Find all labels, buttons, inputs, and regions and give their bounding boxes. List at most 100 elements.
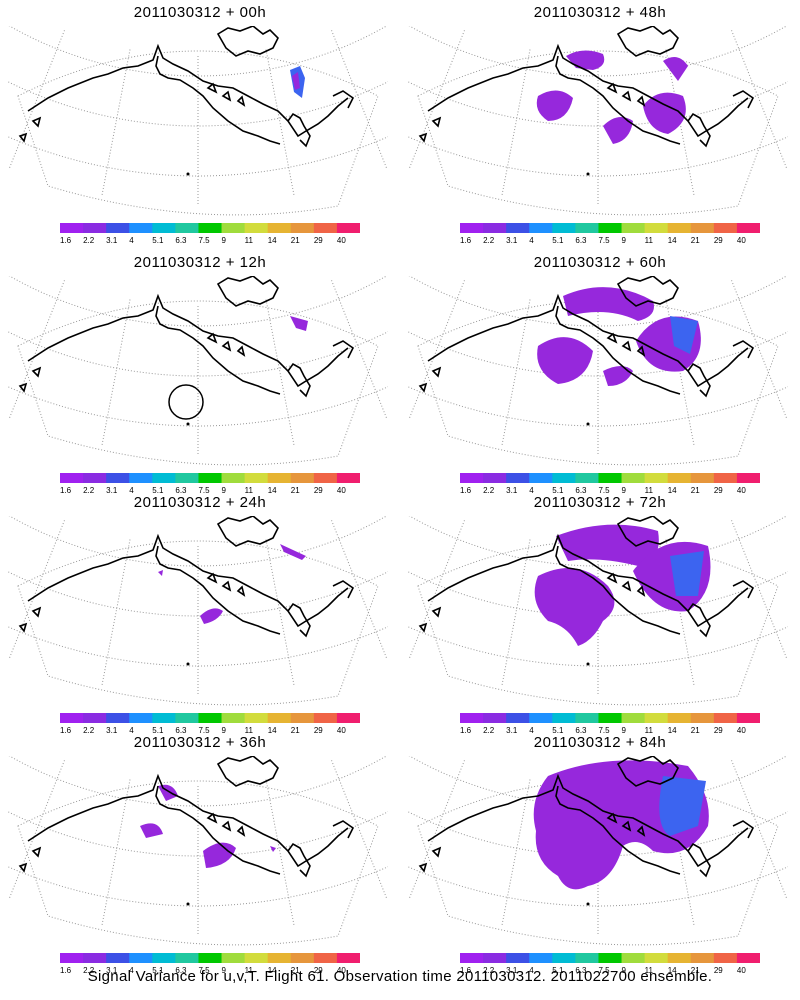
colorbar-swatch	[667, 223, 692, 233]
colorbar-tick-label: 3.1	[106, 236, 118, 245]
coastline	[206, 812, 218, 824]
colorbar-labels: 1.6 2.2 3.1 4 5.1 6.3 7.5 9 11 14 21 29 40	[460, 236, 760, 246]
colorbar-tick-label: 21	[690, 966, 700, 975]
signal-variance-area	[280, 544, 306, 560]
colorbar-tick-label: 6.3	[575, 486, 587, 495]
colorbar	[60, 953, 360, 963]
colorbar-tick-label: 2.2	[483, 236, 495, 245]
colorbar-swatch	[506, 953, 530, 963]
colorbar-swatch	[621, 223, 646, 233]
observation-circle	[168, 384, 204, 420]
colorbar-swatch	[152, 953, 176, 963]
colorbar-tick-label: 3.1	[506, 486, 518, 495]
colorbar-swatch	[621, 473, 646, 483]
coastline	[606, 812, 618, 824]
coastline	[206, 332, 218, 344]
map-boundary	[417, 780, 779, 946]
colorbar-tick-label: 1.6	[460, 486, 472, 495]
colorbar-swatch	[690, 223, 715, 233]
polar-map	[408, 756, 788, 946]
panel-title: 2011030312 + 24h	[133, 494, 267, 511]
colorbar-tick-label: 29	[313, 966, 323, 975]
colorbar-tick-label: 7.5	[598, 236, 610, 245]
colorbar-tick-label: 21	[690, 236, 700, 245]
island-marker	[186, 902, 190, 906]
colorbar-swatch	[460, 953, 484, 963]
island-marker	[586, 662, 590, 666]
panel-title: 2011030312 + 00h	[133, 4, 267, 21]
panel-title: 2011030312 + 36h	[133, 734, 267, 751]
signal-variance-area	[140, 823, 163, 838]
colorbar-tick-label: 11	[244, 236, 253, 245]
coastline	[431, 846, 442, 858]
signal-variance-area	[566, 50, 605, 70]
map-boundary	[417, 540, 779, 706]
colorbar-swatch	[221, 953, 246, 963]
colorbar-swatch	[667, 713, 692, 723]
coastline	[206, 82, 218, 94]
colorbar-tick-label: 1.6	[60, 966, 72, 975]
colorbar-swatch	[290, 473, 315, 483]
colorbar-swatch	[483, 223, 507, 233]
colorbar-labels: 1.6 2.2 3.1 4 5.1 6.3 7.5 9 11 14 21 29 40	[60, 236, 360, 246]
colorbar-tick-label: 2.2	[483, 966, 495, 975]
coastline	[616, 276, 679, 307]
map-boundary	[17, 300, 379, 466]
colorbar-tick-label: 14	[667, 966, 677, 975]
colorbar-swatch	[221, 223, 246, 233]
coastline	[221, 820, 232, 832]
meridian-gridline	[731, 30, 788, 170]
colorbar-tick-label: 21	[690, 726, 700, 735]
coastline	[27, 533, 349, 628]
colorbar-swatch	[713, 953, 738, 963]
coastline	[287, 362, 311, 398]
colorbar-labels: 1.6 2.2 3.1 4 5.1 6.3 7.5 9 11 14 21 29 40	[60, 966, 360, 976]
colorbar-swatch	[483, 473, 507, 483]
colorbar-tick-label: 2.2	[83, 486, 95, 495]
colorbar-swatch	[483, 713, 507, 723]
coastline	[18, 132, 28, 143]
colorbar-swatch	[106, 473, 130, 483]
coastline	[236, 95, 246, 107]
island-marker	[186, 422, 190, 426]
colorbar-swatch	[175, 223, 199, 233]
colorbar-swatch	[83, 713, 107, 723]
coastline	[621, 820, 632, 832]
map-panel-48h: 2011030312 + 48h 1.6 2.2 3.1 4 5.1 6.3 7.5 9 11 14…	[400, 0, 800, 250]
colorbar-tick-label: 40	[736, 486, 746, 495]
colorbar-tick-label: 9	[221, 486, 226, 495]
colorbar-tick-label: 1.6	[60, 236, 72, 245]
colorbar-swatch	[152, 223, 176, 233]
colorbar-tick-label: 4	[529, 726, 534, 735]
colorbar-swatch	[313, 713, 338, 723]
coastline	[216, 26, 279, 57]
coastline	[606, 82, 618, 94]
colorbar-swatch	[336, 223, 360, 233]
colorbar-swatch	[529, 223, 553, 233]
colorbar-swatch	[506, 713, 530, 723]
colorbar-tick-label: 9	[621, 726, 626, 735]
coastline	[18, 382, 28, 393]
colorbar-tick-label: 14	[667, 486, 677, 495]
colorbar-tick-label: 11	[244, 486, 253, 495]
colorbar-tick-label: 40	[736, 726, 746, 735]
colorbar-tick-label: 5.1	[152, 966, 164, 975]
coastline	[236, 825, 246, 837]
signal-variance-area	[603, 366, 633, 386]
colorbar-swatch	[667, 473, 692, 483]
signal-variance-area	[603, 117, 633, 144]
colorbar-swatch	[60, 473, 84, 483]
colorbar-swatch	[198, 713, 223, 723]
colorbar-tick-label: 7.5	[198, 236, 210, 245]
coastline	[616, 26, 679, 57]
colorbar-tick-label: 6.3	[175, 966, 187, 975]
panel-title: 2011030312 + 48h	[533, 4, 667, 21]
map-boundary	[17, 50, 379, 216]
panel-title: 2011030312 + 60h	[533, 254, 667, 271]
coastline	[332, 340, 355, 359]
polar-map	[8, 276, 388, 466]
colorbar-tick-label: 7.5	[598, 726, 610, 735]
colorbar-swatch	[244, 953, 269, 963]
colorbar-swatch	[506, 473, 530, 483]
colorbar-swatch	[529, 473, 553, 483]
